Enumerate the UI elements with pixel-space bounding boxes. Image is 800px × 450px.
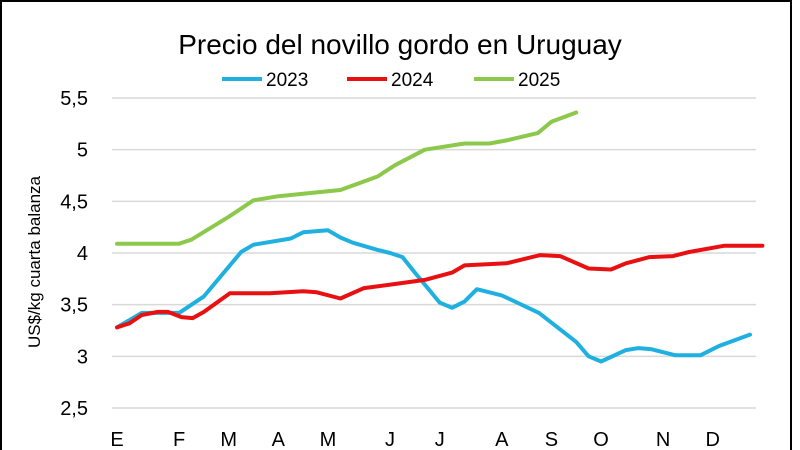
y-tick-label: 4,5 bbox=[60, 191, 88, 213]
y-axis-label: US$/kg cuarta balanza bbox=[25, 175, 44, 348]
x-tick-label: S bbox=[545, 429, 558, 450]
x-tick-label: J bbox=[385, 429, 395, 450]
legend: 2023 2024 2025 bbox=[222, 70, 560, 91]
y-tick-label: 5,5 bbox=[60, 88, 88, 110]
x-tick-label: N bbox=[656, 429, 670, 450]
x-tick-label: M bbox=[220, 429, 237, 450]
chart-title: Precio del novillo gordo en Uruguay bbox=[178, 29, 622, 60]
y-axis-ticks: 2,5 3 3,5 4 4,5 5 5,5 bbox=[60, 88, 88, 420]
series-line-2024 bbox=[115, 243, 765, 330]
y-tick-label: 5 bbox=[77, 140, 88, 162]
legend-label: 2024 bbox=[391, 70, 434, 91]
x-tick-label: A bbox=[495, 429, 509, 450]
x-tick-label: F bbox=[173, 429, 185, 450]
legend-label: 2023 bbox=[266, 70, 308, 91]
series-line-2025 bbox=[115, 110, 579, 246]
x-tick-label: J bbox=[435, 429, 445, 450]
x-tick-label: M bbox=[320, 429, 337, 450]
y-tick-label: 4 bbox=[77, 243, 88, 265]
x-tick-label: A bbox=[272, 429, 286, 450]
x-tick-label: D bbox=[706, 429, 720, 450]
x-tick-label: O bbox=[593, 429, 609, 450]
gridlines bbox=[112, 97, 756, 409]
y-tick-label: 3 bbox=[77, 346, 88, 368]
series-lines bbox=[115, 110, 765, 364]
y-tick-label: 2,5 bbox=[60, 398, 88, 420]
series-line-2023 bbox=[115, 228, 752, 364]
y-tick-label: 3,5 bbox=[60, 295, 88, 317]
legend-label: 2025 bbox=[518, 70, 560, 91]
x-tick-label: E bbox=[110, 429, 123, 450]
